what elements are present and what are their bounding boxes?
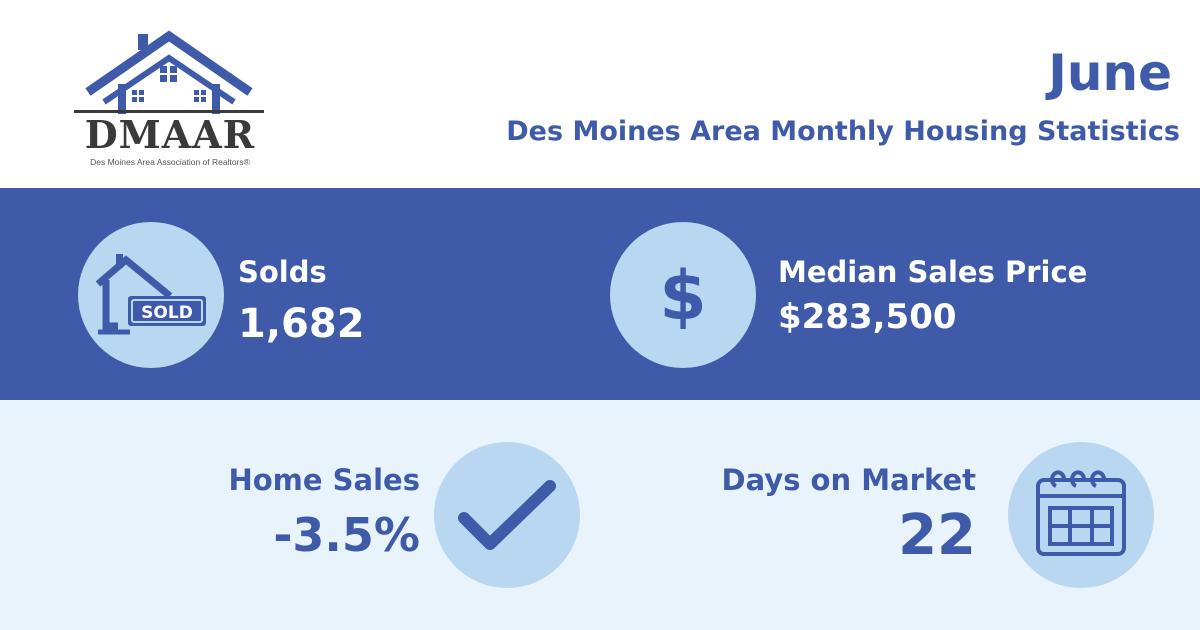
days-on-market-value: 22 (898, 503, 976, 568)
house-logo-icon (74, 30, 264, 114)
days-on-market-label: Days on Market (721, 463, 976, 497)
header: DMAAR Des Moines Area Association of Rea… (0, 0, 1200, 188)
logo-tagline: Des Moines Area Association of Realtors® (90, 157, 250, 167)
solds-label: Solds (238, 255, 327, 289)
dollar-icon: $ (610, 222, 756, 368)
calendar-icon (1008, 442, 1154, 588)
sold-house-icon: SOLD (78, 222, 224, 368)
home-sales-label: Home Sales (228, 463, 420, 497)
top-stats-band: SOLD Solds 1,682 $ Median Sales Price $2… (0, 188, 1200, 400)
median-price-label: Median Sales Price (778, 255, 1088, 289)
home-sales-value: -3.5% (273, 508, 420, 562)
dmaar-logo: DMAAR Des Moines Area Association of Rea… (74, 22, 264, 167)
month-title: June (1048, 44, 1172, 102)
page-subtitle: Des Moines Area Monthly Housing Statisti… (506, 116, 1180, 147)
checkmark-icon (434, 442, 580, 588)
logo-wordmark: DMAAR (84, 112, 256, 157)
sold-sign-text: SOLD (141, 303, 193, 323)
dollar-glyph: $ (659, 257, 706, 336)
solds-value: 1,682 (238, 301, 365, 347)
bottom-stats-band: Home Sales -3.5% Days on Market 22 (0, 400, 1200, 630)
median-price-value: $283,500 (778, 297, 957, 337)
